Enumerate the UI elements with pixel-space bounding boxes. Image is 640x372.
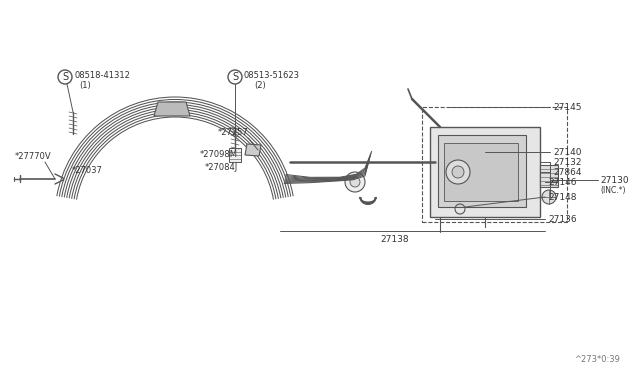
Circle shape <box>542 190 556 204</box>
Text: 27130: 27130 <box>600 176 628 185</box>
Text: S: S <box>232 72 238 82</box>
Text: 27145: 27145 <box>553 103 582 112</box>
Circle shape <box>350 177 360 187</box>
Text: 27146: 27146 <box>548 177 577 186</box>
Bar <box>444 143 518 201</box>
Text: 27864: 27864 <box>553 167 582 176</box>
Bar <box>229 148 241 162</box>
Text: 27148: 27148 <box>548 192 577 202</box>
Text: 08513-51623: 08513-51623 <box>244 71 300 80</box>
Polygon shape <box>245 144 261 156</box>
Text: (INC.*): (INC.*) <box>600 186 625 195</box>
Text: 27138: 27138 <box>380 234 408 244</box>
Text: *27770V: *27770V <box>15 151 52 160</box>
Text: ^273*0:39: ^273*0:39 <box>574 356 620 365</box>
Text: *27084J: *27084J <box>205 163 238 171</box>
Circle shape <box>345 172 365 192</box>
Text: 27140: 27140 <box>553 148 582 157</box>
Text: (1): (1) <box>79 80 91 90</box>
Text: 27132: 27132 <box>553 157 582 167</box>
Text: 27136: 27136 <box>548 215 577 224</box>
Text: *27098M: *27098M <box>200 150 238 158</box>
Text: (2): (2) <box>254 80 266 90</box>
Bar <box>540 165 558 187</box>
Text: *27257: *27257 <box>218 128 249 137</box>
Circle shape <box>446 160 470 184</box>
Circle shape <box>452 166 464 178</box>
Bar <box>430 127 540 217</box>
Bar <box>438 135 526 207</box>
Bar <box>422 107 567 222</box>
Text: *27037: *27037 <box>72 166 103 174</box>
Polygon shape <box>154 102 190 116</box>
Text: 08518-41312: 08518-41312 <box>74 71 130 80</box>
Text: S: S <box>62 72 68 82</box>
